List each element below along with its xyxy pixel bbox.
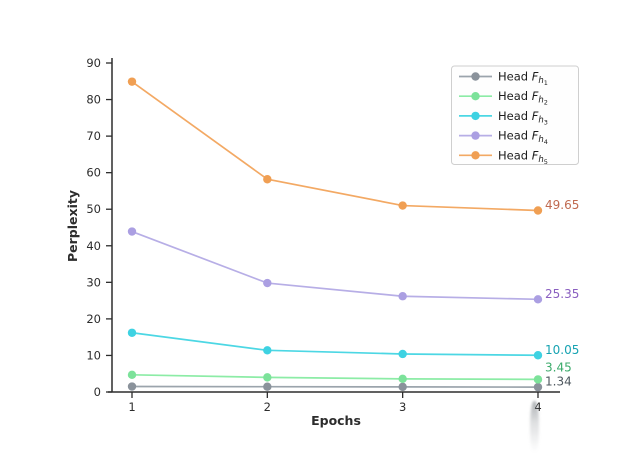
data-point-h3-epoch4 [533,351,543,360]
series-line-head-h4 [131,230,539,301]
legend-item-head-h2: Head Fh2 [459,89,548,107]
y-tick-label: 80 [86,93,101,107]
legend-label: Head Fh1 [498,70,548,88]
data-point-h4-epoch3 [398,292,407,301]
data-point-h4-epoch2 [263,278,272,288]
x-tick-label: 2 [264,400,271,414]
y-tick-label: 20 [86,312,101,326]
final-value-label-h2: 3.45 [545,361,572,375]
series-line-head-h2 [131,373,538,381]
data-point-h2-epoch3 [398,374,407,384]
y-tick-label: 40 [86,239,101,253]
data-point-h3-epoch3 [398,349,407,359]
data-point-h2-epoch2 [263,373,272,382]
final-value-label-h3: 10.05 [545,343,579,357]
legend-marker-icon [471,131,480,140]
series-line-head-h1 [131,385,538,388]
data-point-h3-epoch2 [263,346,272,355]
y-tick-label: 70 [86,129,101,143]
final-value-label-h4: 25.35 [545,287,579,301]
data-point-h5-epoch2 [263,175,272,184]
data-point-h1-epoch1 [127,382,137,391]
legend-marker-icon [471,151,480,160]
data-point-h1-epoch2 [263,382,272,391]
y-tick-label: 60 [86,166,101,180]
legend-label: Head Fh3 [498,109,548,127]
x-tick-label: 1 [128,400,135,414]
legend-marker-icon [471,111,480,121]
legend-item-head-h1: Head Fh1 [459,70,548,88]
data-point-h5-epoch1 [127,77,137,86]
legend-marker-icon [471,72,480,81]
legend-box [451,65,579,165]
legend-label: Head Fh5 [498,148,548,166]
x-tick-label: 4 [534,400,541,414]
legend-marker-icon [471,92,480,101]
y-tick-label: 30 [86,275,101,289]
y-tick-label: 50 [86,202,101,216]
x-axis-title: Epochs [311,413,361,428]
legend-label: Head Fh2 [498,89,548,107]
data-point-h1-epoch4 [533,382,543,392]
y-tick-label: 10 [86,348,101,362]
y-tick-label: 0 [94,385,101,399]
y-axis-title: Perplexity [65,190,80,262]
final-value-label-h1: 1.34 [545,375,572,389]
data-point-h2-epoch1 [127,370,137,380]
data-point-h4-epoch4 [533,295,543,304]
legend-item-head-h3: Head Fh3 [459,109,548,127]
legend-item-head-h5: Head Fh5 [459,148,548,166]
data-point-h2-epoch4 [533,375,543,384]
data-point-h1-epoch3 [398,382,407,392]
final-value-label-h5: 49.65 [545,198,579,212]
data-point-h5-epoch4 [533,206,543,215]
x-tick-label: 3 [399,400,406,414]
data-point-h4-epoch1 [127,227,137,236]
series-line-head-h3 [131,331,538,357]
y-tick-label: 90 [86,56,101,70]
legend-label: Head Fh4 [498,129,548,147]
data-point-h5-epoch3 [398,201,407,210]
series-line-head-h5 [131,80,539,212]
data-point-h3-epoch1 [127,328,137,337]
legend-item-head-h4: Head Fh4 [459,129,548,147]
